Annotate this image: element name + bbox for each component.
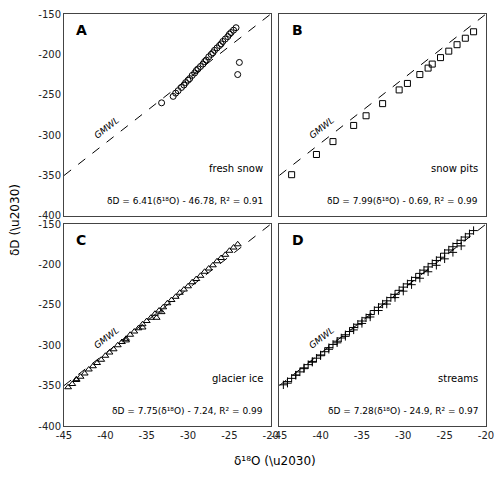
svg-text:-200: -200 [38,49,61,60]
svg-text:-400: -400 [38,421,61,432]
svg-text:-45: -45 [56,430,72,441]
svg-text:-250: -250 [38,299,61,310]
svg-text:-300: -300 [38,340,61,351]
svg-text:-300: -300 [38,130,61,141]
svg-text:-35: -35 [139,430,155,441]
svg-text:streams: streams [438,373,478,384]
svg-text:A: A [76,22,87,38]
svg-text:δD = 6.41(δ¹⁸O) - 46.78, R² =: δD = 6.41(δ¹⁸O) - 46.78, R² = 0.91 [107,196,263,206]
svg-text:δD = 7.28(δ¹⁸O) - 24.9, R² = 0: δD = 7.28(δ¹⁸O) - 24.9, R² = 0.97 [328,406,478,416]
svg-text:-45: -45 [271,430,287,441]
svg-text:-20: -20 [263,430,279,441]
svg-text:-350: -350 [38,380,61,391]
svg-text:GMWL: GMWL [92,115,121,141]
svg-text:-30: -30 [395,430,411,441]
svg-text:-30: -30 [180,430,196,441]
svg-text:glacier ice: glacier ice [212,373,263,384]
svg-text:δ¹⁸O (\u2030): δ¹⁸O (\u2030) [234,454,316,468]
svg-text:-400: -400 [38,210,61,221]
svg-text:D: D [292,232,304,248]
svg-text:-40: -40 [97,430,113,441]
svg-text:-35: -35 [354,430,370,441]
svg-text:C: C [76,232,86,248]
svg-text:snow pits: snow pits [431,163,478,174]
svg-text:-150: -150 [38,219,61,230]
svg-text:-350: -350 [38,170,61,181]
svg-text:-150: -150 [38,9,61,20]
svg-text:δD = 7.99(δ¹⁸O) - 0.69, R² = 0: δD = 7.99(δ¹⁸O) - 0.69, R² = 0.99 [327,196,478,206]
svg-text:δD (\u2030): δD (\u2030) [8,184,22,256]
svg-text:-200: -200 [38,259,61,270]
svg-text:B: B [292,22,303,38]
svg-text:GMWL: GMWL [307,325,336,351]
svg-text:GMWL: GMWL [92,325,121,351]
svg-text:-250: -250 [38,89,61,100]
svg-text:-20: -20 [478,430,494,441]
svg-text:fresh snow: fresh snow [209,163,263,174]
svg-text:-40: -40 [312,430,328,441]
svg-text:GMWL: GMWL [307,115,336,141]
svg-text:δD = 7.75(δ¹⁸O) - 7.24, R² = 0: δD = 7.75(δ¹⁸O) - 7.24, R² = 0.99 [112,406,263,416]
svg-text:-25: -25 [436,430,452,441]
svg-text:-25: -25 [221,430,237,441]
